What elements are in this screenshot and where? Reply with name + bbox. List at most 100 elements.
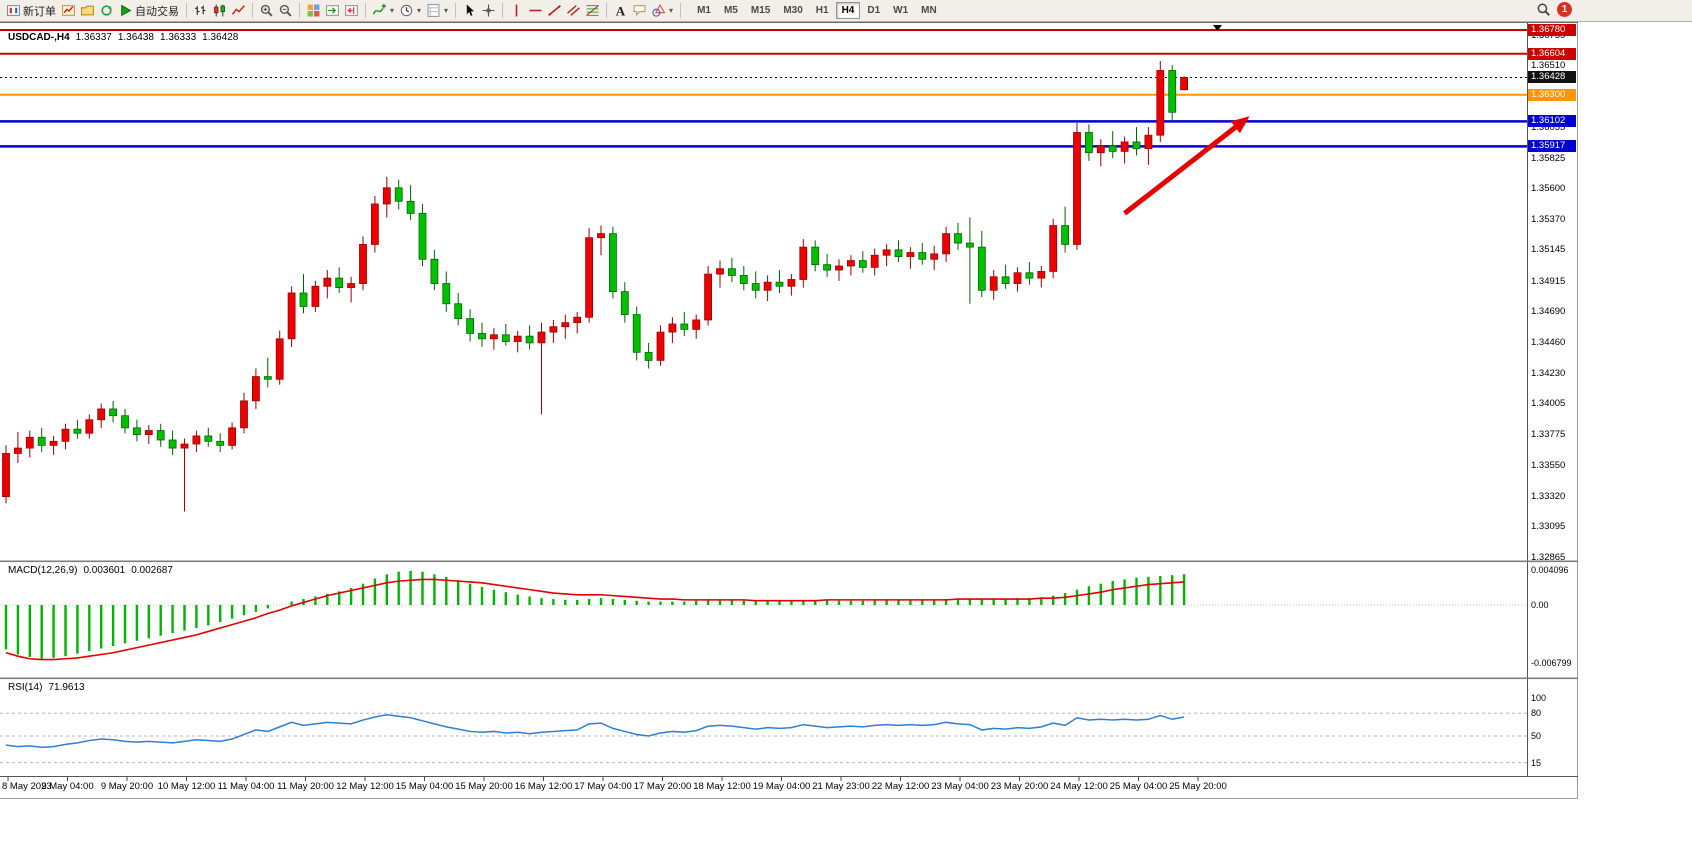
- rsi-label: RSI(14) 71.9613: [8, 682, 85, 693]
- line-chart-button[interactable]: [229, 1, 248, 21]
- search-icon[interactable]: [1537, 3, 1550, 16]
- auto-scroll-button[interactable]: [323, 1, 342, 21]
- macd-axis-label: 0.00: [1531, 600, 1549, 610]
- zoom-in-button[interactable]: [257, 1, 276, 21]
- auto-trading-button[interactable]: 自动交易: [116, 1, 182, 21]
- chevron-down-icon: ▾: [444, 6, 449, 15]
- new-order-button[interactable]: 新订单: [4, 1, 59, 21]
- refresh-icon: [100, 4, 113, 17]
- periods-icon: [400, 4, 413, 17]
- toolbar-separator: [365, 3, 366, 18]
- refresh-button[interactable]: [97, 1, 116, 21]
- price-axis-tick: 1.36510: [1531, 60, 1566, 72]
- shapes-button[interactable]: ▾: [649, 1, 676, 21]
- bar-chart-icon: [194, 4, 207, 17]
- macd-signal-value: 0.002687: [131, 565, 173, 576]
- price-axis-tick: 1.35825: [1531, 152, 1566, 164]
- toolbar-right-group: 1: [1537, 2, 1572, 17]
- timeframe-mn-button[interactable]: MN: [921, 5, 937, 16]
- candlestick-chart-icon: [213, 4, 226, 17]
- line-chart-icon: [232, 4, 245, 17]
- auto-trading-label: 自动交易: [135, 5, 179, 18]
- rsi-axis-label: 80: [1531, 708, 1542, 719]
- time-axis-label: 21 May 23:00: [812, 781, 870, 792]
- time-axis-label: 11 May 04:00: [217, 781, 275, 792]
- timeframe-m15-button[interactable]: M15: [750, 5, 771, 16]
- pivot-line-price-badge: 1.36300: [1528, 88, 1576, 101]
- time-axis-label: 16 May 12:00: [514, 781, 573, 792]
- fibonacci-button[interactable]: [583, 1, 602, 21]
- arrow-label-icon: [633, 4, 646, 17]
- notification-badge[interactable]: 1: [1557, 2, 1572, 17]
- timeframe-w1-button[interactable]: W1: [893, 5, 909, 16]
- bar-chart-button[interactable]: [191, 1, 210, 21]
- price-axis-tick: 1.34005: [1531, 398, 1566, 410]
- new-order-icon: [7, 4, 20, 17]
- rsi-axis-label: 50: [1531, 731, 1542, 741]
- ohlc-close: 1.36428: [202, 32, 239, 43]
- chart-shift-button[interactable]: [342, 1, 361, 21]
- equidistant-channel-button[interactable]: [564, 1, 583, 21]
- timeframe-h4-button[interactable]: H4: [835, 2, 861, 19]
- new-chart-icon: [62, 4, 75, 17]
- tile-windows-button[interactable]: [304, 1, 323, 21]
- chart-symbol-period: USDCAD-,H4: [8, 32, 70, 43]
- auto-trading-icon: [119, 4, 132, 17]
- text-button[interactable]: A: [611, 1, 630, 21]
- shapes-icon: [652, 4, 666, 17]
- price-axis-tick: 1.35370: [1531, 214, 1566, 226]
- horizontal-line-button[interactable]: [526, 1, 545, 21]
- arrow-label-button[interactable]: [630, 1, 649, 21]
- timeframe-m1-button[interactable]: M1: [697, 5, 711, 16]
- time-axis-label: 10 May 12:00: [157, 781, 216, 792]
- toolbar-separator: [252, 3, 253, 18]
- macd-name: MACD(12,26,9): [8, 565, 78, 576]
- periods-button[interactable]: ▾: [397, 1, 424, 21]
- time-axis-label: 18 May 12:00: [693, 781, 751, 792]
- new-chart-button[interactable]: [59, 1, 78, 21]
- time-axis-label: 15 May 20:00: [455, 781, 513, 792]
- time-axis-label: 24 May 12:00: [1050, 781, 1108, 792]
- timeframe-m5-button[interactable]: M5: [723, 5, 738, 16]
- chevron-down-icon: ▾: [669, 6, 674, 15]
- cursor-button[interactable]: [460, 1, 479, 21]
- chevron-down-icon: ▾: [390, 6, 395, 15]
- timeframe-toolbar: M1 M5 M15 M30 H1 H4 D1 W1 MN: [691, 2, 943, 19]
- tile-windows-icon: [307, 4, 320, 17]
- zoom-in-icon: [260, 4, 273, 17]
- support-line-price-badge: 1.35917: [1528, 140, 1576, 153]
- macd-axis-label: 0.004096: [1531, 565, 1569, 576]
- time-axis-label: 11 May 20:00: [277, 781, 334, 792]
- macd-label: MACD(12,26,9) 0.003601 0.002687: [8, 565, 173, 576]
- timeframe-d1-button[interactable]: D1: [867, 5, 881, 16]
- profiles-button[interactable]: [78, 1, 97, 21]
- price-axis-tick: 1.33320: [1531, 490, 1566, 502]
- candlestick-chart-button[interactable]: [210, 1, 229, 21]
- zoom-out-button[interactable]: [276, 1, 295, 21]
- indicators-button[interactable]: ▾: [370, 1, 397, 21]
- macd-value: 0.003601: [83, 565, 126, 576]
- crosshair-button[interactable]: [479, 1, 498, 21]
- current-price-price-badge: 1.36428: [1528, 71, 1576, 84]
- timeframe-m30-button[interactable]: M30: [783, 5, 803, 16]
- toolbar-separator: [455, 3, 457, 18]
- price-axis-tick: 1.32865: [1531, 551, 1566, 563]
- trendline-icon: [548, 4, 562, 17]
- timeframe-h1-button[interactable]: H1: [815, 5, 829, 16]
- vertical-line-button[interactable]: [507, 1, 526, 21]
- profiles-icon: [81, 4, 94, 17]
- trendline-button[interactable]: [545, 1, 564, 21]
- ohlc-open: 1.36337: [75, 32, 112, 43]
- toolbar-separator: [299, 3, 300, 18]
- time-axis-label: 23 May 20:00: [990, 781, 1049, 792]
- time-axis-label: 25 May 20:00: [1169, 781, 1227, 792]
- toolbar-separator: [502, 3, 504, 18]
- time-axis-label: 25 May 04:00: [1109, 781, 1168, 792]
- time-axis-label: 22 May 12:00: [871, 781, 930, 792]
- resistance-line-price-badge: 1.36780: [1528, 24, 1576, 36]
- equidistant-channel-icon: [567, 4, 580, 17]
- templates-button[interactable]: ▾: [424, 1, 451, 21]
- toolbar-separator: [680, 3, 682, 18]
- resistance-line-price-badge: 1.36604: [1528, 47, 1576, 60]
